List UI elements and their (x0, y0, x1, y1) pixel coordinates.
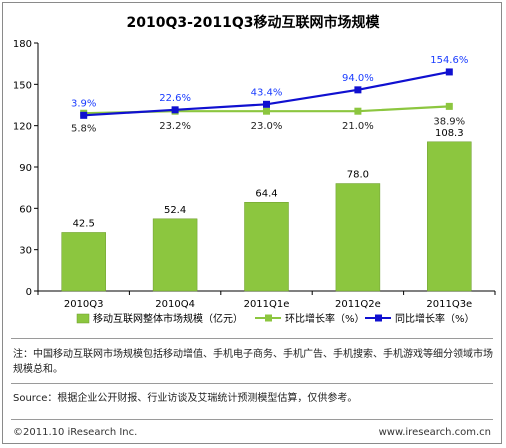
legend-marker-yoy (375, 314, 382, 322)
x-tick-label: 2010Q4 (155, 299, 195, 310)
chart-canvas: 2010Q3-2011Q3移动互联网市场规模 0 30 60 90 120 150 180 42… (13, 14, 496, 325)
bar-value-label: 52.4 (164, 205, 186, 216)
bar (244, 202, 289, 292)
line-point-label: 5.8% (71, 123, 96, 134)
line-point-label: 3.9% (71, 98, 96, 109)
x-tick-label: 2011Q2e (335, 299, 381, 310)
chart-title: 2010Q3-2011Q3移动互联网市场规模 (126, 14, 380, 31)
line-marker (80, 111, 88, 119)
y-tick-label: 60 (19, 204, 32, 215)
line-point-label: 94.0% (342, 73, 374, 84)
x-tick-label: 2011Q3e (426, 299, 472, 310)
bar (427, 141, 472, 292)
bar-value-label: 78.0 (347, 170, 369, 181)
line-marker (171, 106, 179, 114)
x-tick-label: 2011Q1e (244, 299, 290, 310)
bar-value-label: 64.4 (255, 188, 277, 199)
line-point-label: 154.6% (430, 55, 468, 66)
line-marker (263, 100, 270, 108)
y-tick-label: 30 (19, 246, 32, 257)
divider-middle (11, 383, 493, 384)
y-tick-label: 0 (26, 287, 32, 298)
line-marker (354, 107, 362, 115)
bar-value-label: 108.3 (435, 128, 464, 139)
bar (335, 183, 381, 292)
line-point-label: 22.6% (159, 93, 191, 104)
line-marker (445, 68, 453, 76)
legend-label-yoy: 同比增长率（%） (395, 312, 475, 325)
divider-bottom (11, 419, 493, 420)
legend-label-mom: 环比增长率（%） (285, 312, 365, 325)
bar-value-label: 42.5 (73, 218, 95, 229)
y-tick-label: 150 (13, 80, 32, 91)
chart-frame: 2010Q3-2011Q3移动互联网市场规模 0 30 60 90 120 150 180 42… (2, 2, 502, 444)
source-text: Source：根据企业公开财报、行业访谈及艾瑞统计预测模型估算，仅供参考。 (13, 393, 358, 404)
x-tick-label: 2010Q3 (64, 299, 104, 310)
line-marker (263, 107, 270, 115)
y-tick-label: 90 (19, 163, 32, 174)
website-text: www.iresearch.com.cn (378, 427, 491, 438)
y-tick-label: 120 (13, 122, 32, 133)
bar (152, 218, 198, 292)
note-text: 注：中国移动互联网市场规模包括移动增值、手机电子商务、手机广告、手机搜索、手机游… (13, 349, 493, 375)
line-marker (445, 102, 453, 110)
legend-swatch-bars (76, 313, 90, 324)
legend-label-bars: 移动互联网整体市场规模（亿元） (93, 312, 243, 325)
divider-top (11, 338, 493, 339)
line-point-label: 43.4% (251, 87, 283, 98)
line-point-label: 23.2% (159, 121, 191, 132)
copyright-text: ©2011.10 iResearch Inc. (13, 427, 138, 438)
line-point-label: 38.9% (433, 116, 465, 127)
y-tick-label: 180 (13, 39, 32, 50)
line-marker (354, 86, 362, 94)
legend-marker-mom (265, 314, 272, 322)
line-point-label: 23.0% (251, 121, 283, 132)
bar (61, 232, 106, 292)
line-point-label: 21.0% (342, 121, 374, 132)
